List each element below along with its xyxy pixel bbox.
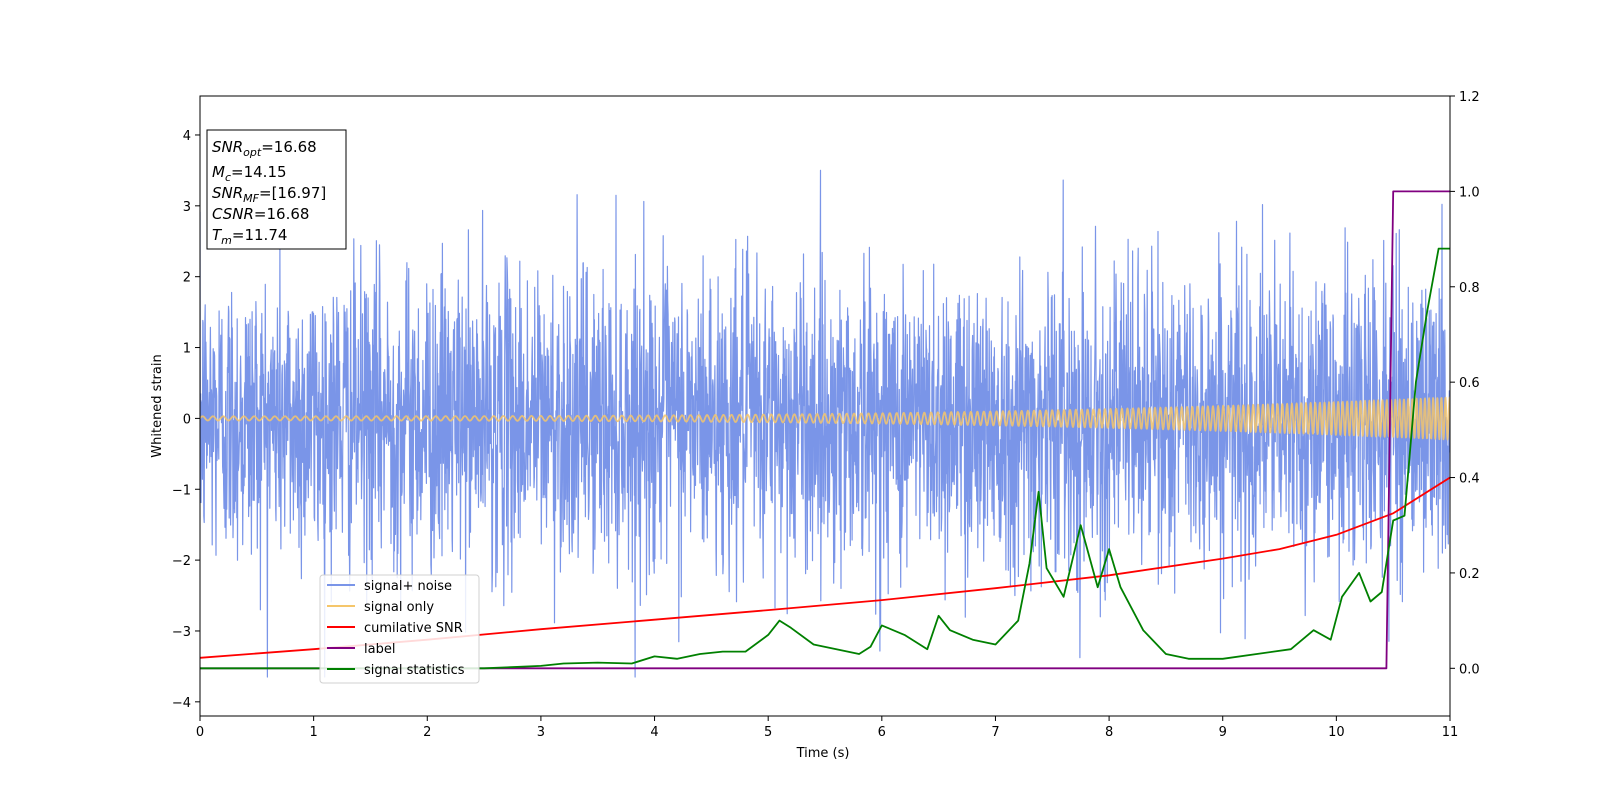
x-axis: 0 1 2 3 4 5 6 7 8 9 10 11 <box>196 716 1458 740</box>
legend: signal+ noise signal only cumilative SNR la… <box>319 574 480 684</box>
series-line-label <box>200 190 1450 670</box>
legend-label: signal statistics <box>364 663 465 678</box>
y-tick-label: 2 <box>183 271 191 286</box>
y2-tick-label: 0.6 <box>1459 376 1480 391</box>
y2-tick-label: 0.2 <box>1459 567 1480 582</box>
legend-label: signal+ noise <box>364 579 452 594</box>
y-tick-label: −3 <box>172 625 191 640</box>
y2-tick-label: 0.0 <box>1459 662 1480 677</box>
x-tick-label: 10 <box>1328 725 1345 740</box>
series-line-signal-only <box>200 396 1450 441</box>
y2-tick-label: 0.8 <box>1459 281 1480 296</box>
y-tick-label: 4 <box>183 129 191 144</box>
y-tick-label: −1 <box>172 483 191 498</box>
x-tick-label: 11 <box>1442 725 1459 740</box>
x-tick-label: 6 <box>878 725 886 740</box>
plot-frame <box>199 95 1451 717</box>
info-line: CSNR=16.68 <box>212 205 309 223</box>
y2-tick-label: 1.0 <box>1459 185 1480 200</box>
y2-tick-label: 1.2 <box>1459 90 1480 105</box>
x-axis-label: Time (s) <box>796 746 850 761</box>
info-line: Mc=14.15 <box>212 163 287 184</box>
y-axis-label: Whitened strain <box>150 354 165 457</box>
series-line-signal-noise <box>200 169 1450 678</box>
series-line-signal-statistics <box>200 247 1450 670</box>
x-tick-label: 3 <box>537 725 545 740</box>
legend-label: signal only <box>364 600 434 615</box>
legend-label: label <box>364 642 395 657</box>
x-tick-label: 5 <box>764 725 772 740</box>
legend-label: cumilative SNR <box>364 621 463 636</box>
y-tick-label: −4 <box>172 696 191 711</box>
x-tick-label: 0 <box>196 725 204 740</box>
y-tick-label: 0 <box>183 412 191 427</box>
info-box-frame <box>206 129 347 250</box>
snr-info-box: SNRopt=16.68 Mc=14.15SNRMF=[16.97]CSNR=16… <box>206 129 347 250</box>
info-line: SNRopt=16.68 <box>212 138 317 159</box>
info-line: SNRMF=[16.97] <box>212 184 326 205</box>
x-tick-label: 7 <box>991 725 999 740</box>
y-tick-label: 3 <box>183 200 191 215</box>
x-tick-label: 2 <box>423 725 431 740</box>
info-line: Tm=11.74 <box>212 226 287 247</box>
y-axis-left: −4 −3 −2 −1 0 1 2 3 4 <box>172 129 200 711</box>
legend-frame <box>319 574 480 684</box>
y-tick-label: −2 <box>172 554 191 569</box>
x-tick-label: 4 <box>650 725 658 740</box>
y-tick-label: 1 <box>183 342 191 357</box>
y2-tick-label: 0.4 <box>1459 472 1480 487</box>
x-tick-label: 9 <box>1219 725 1227 740</box>
x-tick-label: 1 <box>309 725 317 740</box>
x-tick-label: 8 <box>1105 725 1113 740</box>
y-axis-right: 0.0 0.2 0.4 0.6 0.8 1.0 1.2 <box>1450 90 1480 677</box>
